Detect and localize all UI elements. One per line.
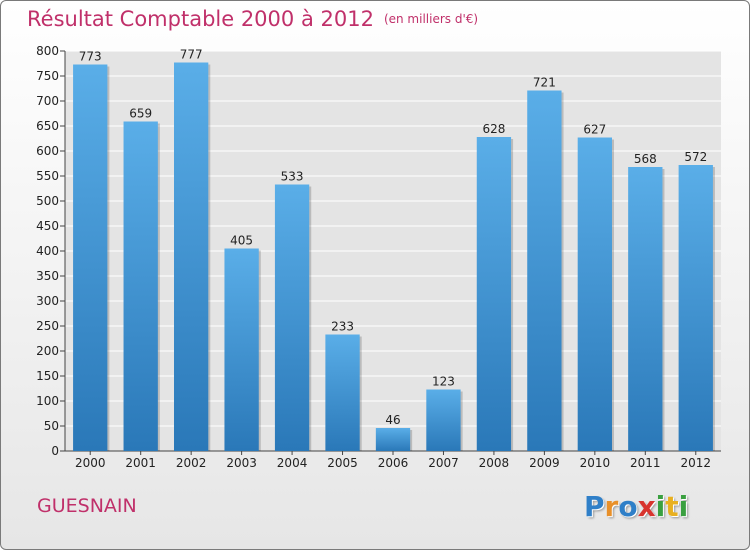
chart-subtitle: (en milliers d'€) xyxy=(383,12,479,26)
y-tick-label: 800 xyxy=(36,44,59,58)
x-tick-label-2009: 2009 xyxy=(529,456,560,470)
y-tick-label: 250 xyxy=(36,319,59,333)
y-tick-label: 600 xyxy=(36,144,59,158)
bar-2009 xyxy=(527,90,562,451)
bar-2010 xyxy=(577,137,613,451)
value-label-2005: 233 xyxy=(331,320,354,334)
value-label-2003: 405 xyxy=(230,234,253,248)
value-label-2009: 721 xyxy=(533,76,556,90)
y-tick-label: 650 xyxy=(36,119,59,133)
value-label-2001: 659 xyxy=(129,107,152,121)
x-tick-label-2012: 2012 xyxy=(680,456,711,470)
y-tick-label: 0 xyxy=(51,444,59,458)
y-tick-label: 700 xyxy=(36,94,59,108)
proxiti-logo: Proxiti xyxy=(584,490,688,523)
y-tick-label: 750 xyxy=(36,69,59,83)
x-tick-label-2006: 2006 xyxy=(378,456,409,470)
logo-letter: r xyxy=(604,490,619,523)
logo-letter: i xyxy=(678,490,689,523)
logo-letter: o xyxy=(618,490,638,523)
chart-title-text: Résultat Comptable 2000 à 2012 xyxy=(27,7,374,31)
x-tick-label-2010: 2010 xyxy=(580,456,611,470)
y-tick-label: 150 xyxy=(36,369,59,383)
bar-2001 xyxy=(123,121,158,451)
value-label-2000: 773 xyxy=(79,50,102,64)
logo-letter: x xyxy=(637,490,656,523)
bar-2007 xyxy=(426,389,461,451)
y-tick-label: 350 xyxy=(36,269,59,283)
bar-2011 xyxy=(628,167,663,451)
bar-2004 xyxy=(274,184,310,451)
bar-2000 xyxy=(73,64,108,451)
y-tick-label: 300 xyxy=(36,294,59,308)
x-tick-label-2002: 2002 xyxy=(176,456,207,470)
y-tick-label: 200 xyxy=(36,344,59,358)
bar-2005 xyxy=(325,334,360,451)
logo-letter: i xyxy=(655,490,666,523)
value-label-2007: 123 xyxy=(432,375,455,389)
value-label-2012: 572 xyxy=(684,150,707,164)
x-tick-label-2004: 2004 xyxy=(277,456,308,470)
y-tick-label: 550 xyxy=(36,169,59,183)
y-tick-label: 50 xyxy=(44,419,59,433)
value-label-2010: 627 xyxy=(583,123,606,137)
value-label-2008: 628 xyxy=(482,122,505,136)
bar-2002 xyxy=(173,62,209,451)
logo-letter: P xyxy=(584,490,605,523)
value-label-2006: 46 xyxy=(385,413,400,427)
value-label-2004: 533 xyxy=(281,170,304,184)
x-tick-label-2001: 2001 xyxy=(125,456,156,470)
bar-2012 xyxy=(678,165,713,451)
x-tick-label-2000: 2000 xyxy=(75,456,106,470)
x-tick-label-2005: 2005 xyxy=(327,456,358,470)
x-tick-label-2007: 2007 xyxy=(428,456,459,470)
y-tick-label: 400 xyxy=(36,244,59,258)
y-tick-label: 100 xyxy=(36,394,59,408)
bar-2003 xyxy=(224,248,259,451)
bar-2008 xyxy=(476,137,512,451)
value-label-2011: 568 xyxy=(634,152,657,166)
logo-letter: t xyxy=(665,490,679,523)
x-tick-label-2008: 2008 xyxy=(479,456,510,470)
x-tick-label-2003: 2003 xyxy=(226,456,257,470)
chart-title: Résultat Comptable 2000 à 2012 (en millie… xyxy=(27,7,478,31)
x-tick-label-2011: 2011 xyxy=(630,456,661,470)
y-tick-label: 450 xyxy=(36,219,59,233)
bar-2006 xyxy=(375,428,411,451)
y-tick-label: 500 xyxy=(36,194,59,208)
town-name: GUESNAIN xyxy=(37,495,137,517)
value-label-2002: 777 xyxy=(180,48,203,62)
